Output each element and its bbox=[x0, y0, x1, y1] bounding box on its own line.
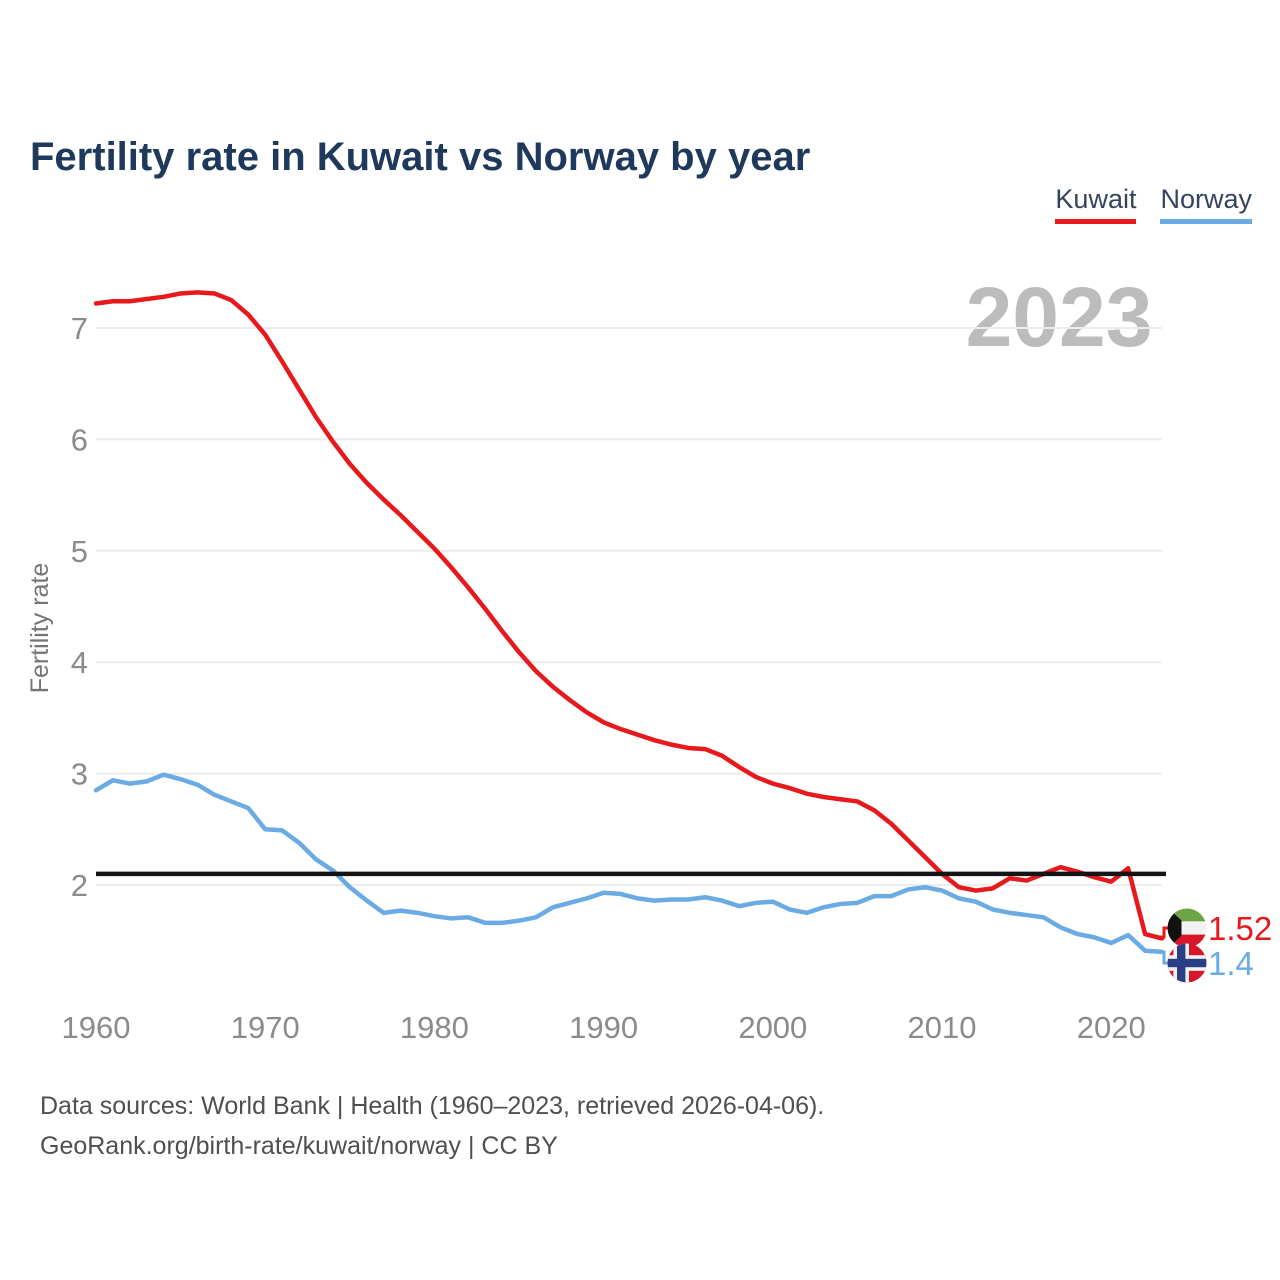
x-tick-1990: 1990 bbox=[569, 1010, 638, 1045]
x-tick-1980: 1980 bbox=[400, 1010, 469, 1045]
y-tick-3: 3 bbox=[71, 757, 88, 792]
norway-end-value: 1.4 bbox=[1208, 945, 1254, 982]
x-tick-1970: 1970 bbox=[231, 1010, 300, 1045]
y-axis-title: Fertility rate bbox=[26, 563, 54, 694]
y-tick-7: 7 bbox=[71, 311, 88, 346]
data-source-line2: GeoRank.org/birth-rate/kuwait/norway | C… bbox=[40, 1132, 558, 1160]
norway-series-line bbox=[93, 772, 1165, 955]
kuwait-end-value: 1.52 bbox=[1208, 910, 1272, 947]
legend: Kuwait Norway bbox=[1055, 184, 1252, 224]
y-axis-tick-labels: 2 3 4 5 6 7 bbox=[71, 311, 88, 903]
gridlines bbox=[96, 327, 1162, 886]
norway-flag-icon bbox=[1167, 943, 1207, 983]
kuwait-series-line bbox=[93, 290, 1165, 941]
y-tick-4: 4 bbox=[71, 645, 88, 680]
x-tick-2020: 2020 bbox=[1077, 1010, 1146, 1045]
x-axis-tick-labels: 1960 1970 1980 1990 2000 2010 2020 bbox=[62, 1010, 1146, 1045]
y-tick-6: 6 bbox=[71, 422, 88, 457]
year-watermark: 2023 bbox=[966, 270, 1153, 364]
y-tick-2: 2 bbox=[71, 868, 88, 903]
data-source-line1: Data sources: World Bank | Health (1960–… bbox=[40, 1092, 825, 1120]
page-title: Fertility rate in Kuwait vs Norway by ye… bbox=[30, 134, 811, 179]
x-tick-1960: 1960 bbox=[62, 1010, 131, 1045]
data-source-note: Data sources: World Bank | Health (1960–… bbox=[40, 1086, 824, 1166]
norway-end-connector bbox=[1158, 950, 1168, 965]
kuwait-end-connector bbox=[1158, 926, 1168, 939]
legend-item-kuwait[interactable]: Kuwait bbox=[1055, 184, 1137, 224]
x-tick-2000: 2000 bbox=[738, 1010, 807, 1045]
x-tick-2010: 2010 bbox=[908, 1010, 977, 1045]
y-tick-5: 5 bbox=[71, 534, 88, 569]
kuwait-flag-icon bbox=[1167, 908, 1207, 948]
legend-item-norway[interactable]: Norway bbox=[1160, 184, 1252, 224]
